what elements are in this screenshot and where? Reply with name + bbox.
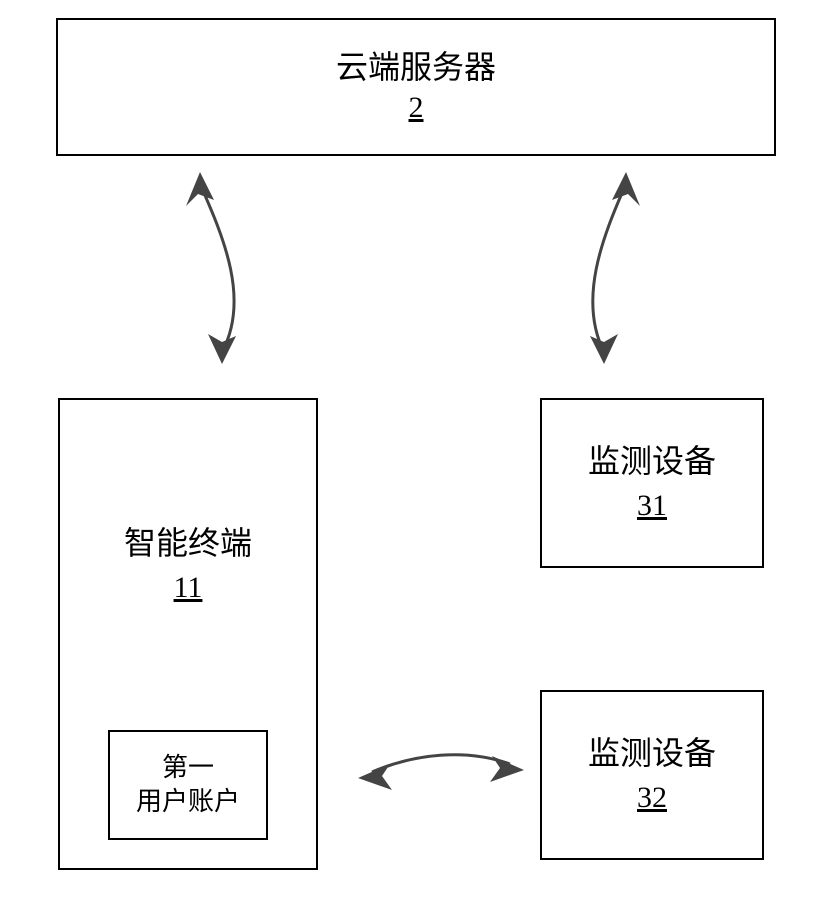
node-user-account: 第一 用户账户 — [108, 730, 268, 840]
node-monitor-device-2: 监测设备 32 — [540, 690, 764, 860]
node-cloud-server-number: 2 — [409, 88, 424, 127]
node-user-account-line1: 第一 — [162, 751, 214, 785]
edge-cloud-to-monitor1 — [590, 172, 640, 364]
node-user-account-line2: 用户账户 — [136, 785, 240, 819]
edge-terminal-to-monitor2 — [358, 755, 524, 790]
node-monitor-device-2-number: 32 — [637, 778, 667, 817]
node-cloud-server: 云端服务器 2 — [56, 18, 776, 156]
node-monitor-device-1: 监测设备 31 — [540, 398, 764, 568]
node-monitor-device-2-label: 监测设备 — [588, 733, 716, 775]
edge-cloud-to-terminal — [186, 172, 236, 364]
node-smart-terminal: 智能终端 11 第一 用户账户 — [58, 398, 318, 870]
diagram-canvas: 云端服务器 2 智能终端 11 第一 用户账户 监测设备 31 监测设备 32 — [0, 0, 834, 908]
node-smart-terminal-label: 智能终端 — [124, 523, 252, 565]
node-monitor-device-1-number: 31 — [637, 486, 667, 525]
node-monitor-device-1-label: 监测设备 — [588, 441, 716, 483]
node-smart-terminal-number: 11 — [174, 568, 203, 607]
node-cloud-server-label: 云端服务器 — [336, 47, 496, 89]
